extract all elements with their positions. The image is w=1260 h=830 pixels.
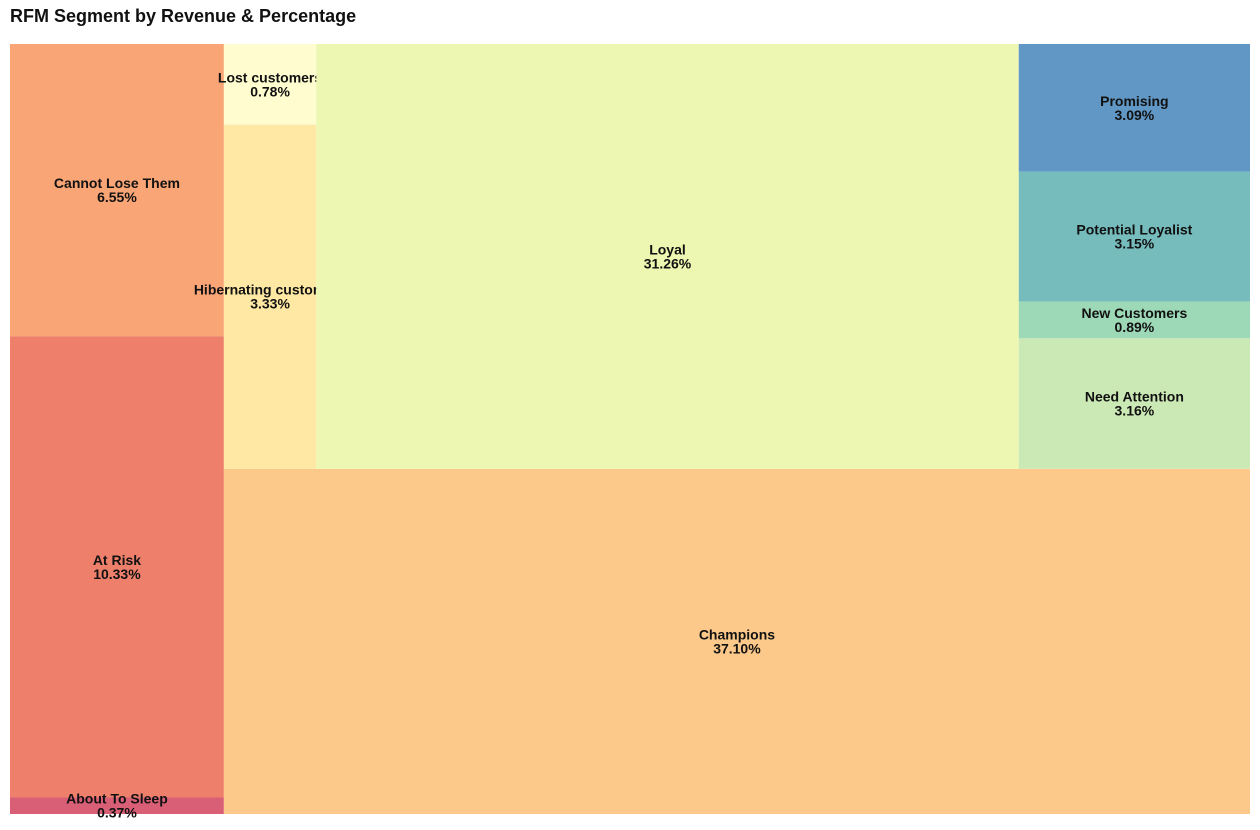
segment-percent-need-attention: 3.16% <box>1115 403 1155 419</box>
segment-percent-at-risk: 10.33% <box>93 566 141 582</box>
segment-percent-hibernating-customers: 3.33% <box>250 296 290 312</box>
segment-label-new-customers: New Customers <box>1081 305 1187 321</box>
treemap-tile-promising <box>1018 44 1250 172</box>
chart-title: RFM Segment by Revenue & Percentage <box>10 6 357 26</box>
segment-percent-potential-loyalist: 3.15% <box>1115 236 1155 252</box>
treemap-tile-loyal <box>316 44 1019 469</box>
segment-percent-champions: 37.10% <box>713 640 761 656</box>
treemap-tile-potential-loyalist <box>1018 171 1250 302</box>
segment-label-about-to-sleep: About To Sleep <box>66 791 168 807</box>
segment-percent-promising: 3.09% <box>1115 107 1155 123</box>
treemap-tile-need-attention <box>1018 338 1250 469</box>
treemap-tile-lost-customers <box>223 44 317 125</box>
segment-percent-loyal: 31.26% <box>644 255 692 271</box>
segment-percent-new-customers: 0.89% <box>1115 319 1155 335</box>
segment-percent-about-to-sleep: 0.37% <box>97 805 137 821</box>
segment-label-at-risk: At Risk <box>93 552 141 568</box>
segment-percent-cannot-lose-them: 6.55% <box>97 189 137 205</box>
segment-label-lost-customers: Lost customers <box>218 69 322 85</box>
segment-label-potential-loyalist: Potential Loyalist <box>1076 222 1192 238</box>
treemap-tile-cannot-lose-them <box>10 44 224 337</box>
treemap-tile-new-customers <box>1018 301 1250 339</box>
segment-percent-lost-customers: 0.78% <box>250 83 290 99</box>
segment-label-hibernating-customers: Hibernating customers <box>194 282 347 298</box>
segment-label-promising: Promising <box>1100 93 1168 109</box>
segment-label-champions: Champions <box>699 626 775 642</box>
segment-label-cannot-lose-them: Cannot Lose Them <box>54 175 180 191</box>
segment-label-need-attention: Need Attention <box>1085 389 1184 405</box>
treemap-tile-hibernating-customers <box>223 124 317 469</box>
treemap-tile-at-risk <box>10 336 224 798</box>
treemap-tile-champions <box>223 468 1250 814</box>
treemap-tile-about-to-sleep <box>10 797 224 814</box>
segment-label-loyal: Loyal <box>649 241 686 257</box>
